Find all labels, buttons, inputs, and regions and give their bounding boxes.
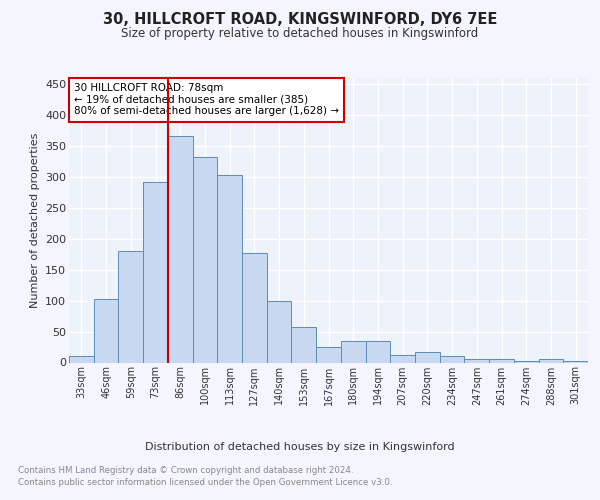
Text: Size of property relative to detached houses in Kingswinford: Size of property relative to detached ho…: [121, 28, 479, 40]
Bar: [464, 359, 489, 362]
Bar: [118, 251, 143, 362]
Text: Distribution of detached houses by size in Kingswinford: Distribution of detached houses by size …: [145, 442, 455, 452]
Bar: [365, 341, 390, 362]
Bar: [489, 359, 514, 362]
Bar: [143, 182, 168, 362]
Bar: [69, 356, 94, 362]
Bar: [539, 360, 563, 362]
Bar: [292, 327, 316, 362]
Bar: [440, 356, 464, 362]
Bar: [193, 158, 217, 362]
Bar: [415, 352, 440, 362]
Y-axis label: Number of detached properties: Number of detached properties: [29, 132, 40, 308]
Text: 30 HILLCROFT ROAD: 78sqm
← 19% of detached houses are smaller (385)
80% of semi-: 30 HILLCROFT ROAD: 78sqm ← 19% of detach…: [74, 83, 339, 116]
Bar: [563, 360, 588, 362]
Bar: [217, 175, 242, 362]
Bar: [242, 253, 267, 362]
Bar: [168, 136, 193, 362]
Bar: [267, 300, 292, 362]
Bar: [94, 298, 118, 362]
Text: 30, HILLCROFT ROAD, KINGSWINFORD, DY6 7EE: 30, HILLCROFT ROAD, KINGSWINFORD, DY6 7E…: [103, 12, 497, 28]
Bar: [341, 341, 365, 362]
Bar: [390, 355, 415, 362]
Bar: [316, 347, 341, 362]
Text: Contains HM Land Registry data © Crown copyright and database right 2024.
Contai: Contains HM Land Registry data © Crown c…: [18, 466, 392, 487]
